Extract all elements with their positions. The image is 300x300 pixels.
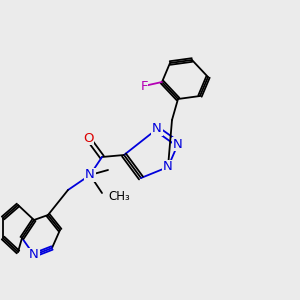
Text: N: N <box>163 160 173 173</box>
Text: N: N <box>152 122 162 136</box>
Text: F: F <box>140 80 148 92</box>
Text: N: N <box>29 248 39 262</box>
Text: N: N <box>85 169 95 182</box>
Text: N: N <box>173 137 183 151</box>
Text: O: O <box>83 131 93 145</box>
Text: CH₃: CH₃ <box>108 190 130 202</box>
